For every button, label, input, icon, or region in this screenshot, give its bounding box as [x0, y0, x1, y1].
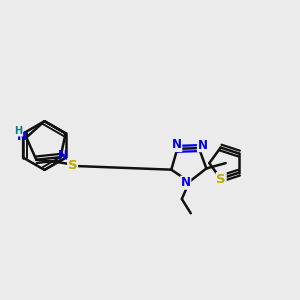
Text: N: N	[197, 139, 208, 152]
Text: S: S	[68, 159, 77, 172]
Text: S: S	[216, 173, 226, 186]
Text: N: N	[172, 139, 182, 152]
Text: N: N	[58, 149, 68, 162]
Text: N: N	[17, 130, 27, 143]
Text: N: N	[181, 176, 191, 189]
Text: H: H	[15, 126, 23, 136]
